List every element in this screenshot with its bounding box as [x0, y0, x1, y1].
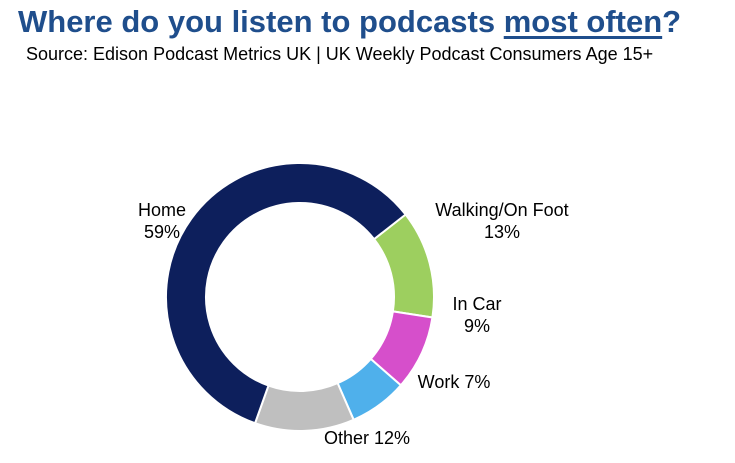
slice-value-home: 59% — [144, 222, 180, 242]
donut-slices — [165, 162, 435, 432]
title-prefix: Where do you listen to podcasts — [18, 4, 504, 39]
slice-value-in-car: 9% — [464, 316, 490, 336]
chart-subtitle: Source: Edison Podcast Metrics UK | UK W… — [26, 44, 654, 64]
slice-label-other: Other 12% — [324, 428, 410, 448]
slice-value-walking-on-foot: 13% — [484, 222, 520, 242]
slice-label-work: Work 7% — [418, 372, 491, 392]
slice-label-in-car: In Car — [452, 294, 501, 314]
slice-other — [253, 381, 355, 432]
title-emphasis: most often — [503, 4, 663, 39]
chart-title: Where do you listen to podcasts most oft… — [18, 4, 681, 40]
slice-label-home: Home — [138, 200, 186, 220]
title-suffix: ? — [662, 4, 682, 39]
slice-label-walking-on-foot: Walking/On Foot — [435, 200, 568, 220]
slice-home — [165, 162, 407, 425]
